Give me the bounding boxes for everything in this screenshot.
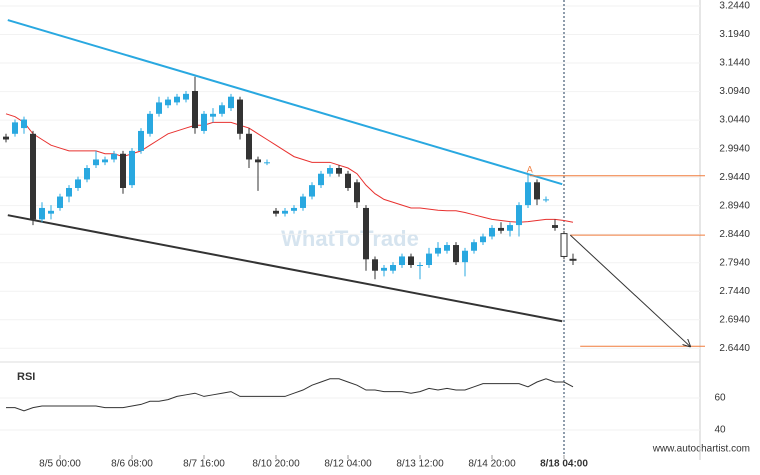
candle-body — [516, 205, 522, 226]
candle-body — [408, 256, 414, 266]
candle-body — [309, 185, 315, 197]
y-tick-label: 3.0940 — [719, 86, 750, 97]
candle-body — [498, 227, 504, 231]
y-tick-label: 2.9440 — [719, 172, 750, 183]
watermark: WhatToTrade — [281, 226, 419, 251]
candle-body — [210, 113, 216, 117]
candle-body — [534, 182, 540, 200]
candle-body — [462, 250, 468, 263]
candle-body — [84, 168, 90, 180]
candle-body — [525, 182, 531, 206]
trendline — [7, 214, 563, 323]
candle-body — [183, 93, 189, 100]
candle-body — [435, 247, 441, 254]
y-tick-label: 60 — [714, 393, 726, 404]
y-tick-label: 2.8440 — [719, 229, 750, 240]
candle-body — [156, 102, 162, 114]
x-tick-label: 8/14 20:00 — [468, 459, 516, 470]
y-tick-label: 2.6440 — [719, 343, 750, 354]
forecast-arrow — [569, 234, 690, 346]
moving-average — [5, 113, 574, 223]
candle-body — [93, 159, 99, 166]
candle-body — [471, 242, 477, 251]
y-tick-label: 3.0440 — [719, 115, 750, 126]
candle-body — [246, 133, 252, 160]
y-tick-label: 2.6940 — [719, 314, 750, 325]
trendline — [7, 19, 563, 186]
y-tick-label: 3.1440 — [719, 58, 750, 69]
candle-body — [120, 153, 126, 188]
candle-body — [48, 210, 54, 214]
candle-body — [228, 96, 234, 109]
y-tick-label: 40 — [714, 425, 726, 436]
x-tick-label: 8/10 20:00 — [252, 459, 300, 470]
candle-body — [372, 259, 378, 271]
candle-body — [165, 99, 171, 106]
candle-body — [273, 210, 279, 214]
x-tick-label: 8/6 08:00 — [111, 459, 153, 470]
candle-body — [426, 253, 432, 266]
candle-body — [75, 179, 81, 188]
candle-body — [12, 122, 18, 134]
candle-body — [201, 113, 207, 131]
candle-body — [543, 199, 549, 201]
candle-body — [129, 150, 135, 186]
candle-body — [489, 227, 495, 237]
x-tick-label: 8/18 04:00 — [540, 459, 588, 470]
candle-body — [138, 130, 144, 151]
pane-title: RSI — [17, 371, 35, 383]
candle-body — [174, 96, 180, 103]
candle-body — [390, 265, 396, 271]
y-tick-label: 2.7940 — [719, 257, 750, 268]
candle-body — [300, 196, 306, 208]
y-tick-label: 3.2440 — [719, 1, 750, 12]
x-tick-label: 8/13 12:00 — [396, 459, 444, 470]
y-tick-label: 3.1940 — [719, 29, 750, 40]
candle-body — [3, 136, 9, 140]
candle-body — [399, 256, 405, 266]
y-tick-label: 2.8940 — [719, 200, 750, 211]
y-tick-label: 2.9940 — [719, 143, 750, 154]
footer: www.autochartist.com — [652, 444, 750, 455]
x-tick-label: 8/5 00:00 — [39, 459, 81, 470]
annotation: A — [527, 164, 533, 174]
candle-body — [569, 258, 577, 261]
candle-body — [507, 225, 513, 231]
candle-body — [345, 173, 351, 188]
candle-body — [354, 182, 360, 203]
x-tick-label: 8/7 16:00 — [183, 459, 225, 470]
candle-body — [264, 162, 270, 164]
candle-body — [552, 225, 558, 228]
x-tick-label: 8/12 04:00 — [324, 459, 372, 470]
candle-body — [255, 159, 261, 163]
candle-body — [57, 196, 63, 208]
candle-body — [219, 105, 225, 114]
candle-body — [381, 267, 387, 271]
candle-body — [39, 207, 45, 220]
candle-body — [237, 99, 243, 134]
candle-body — [480, 236, 486, 243]
candle-body — [192, 90, 198, 129]
candle-body — [30, 133, 36, 220]
candle-body — [336, 168, 342, 174]
candle-body — [282, 210, 288, 214]
y-tick-label: 2.7440 — [719, 286, 750, 297]
candle-body — [327, 168, 333, 174]
candle-body — [147, 113, 153, 134]
candle-body — [453, 245, 459, 263]
candle-body — [363, 207, 369, 260]
candle-body — [318, 173, 324, 186]
candle-body — [444, 245, 450, 251]
rsi-line — [6, 378, 574, 412]
candle-body — [66, 187, 72, 197]
candle-body — [560, 233, 568, 257]
candle-body — [291, 207, 297, 211]
candle-body — [102, 159, 108, 163]
candle-body — [417, 265, 423, 267]
candle-body — [111, 153, 117, 160]
candle-body — [21, 119, 27, 129]
